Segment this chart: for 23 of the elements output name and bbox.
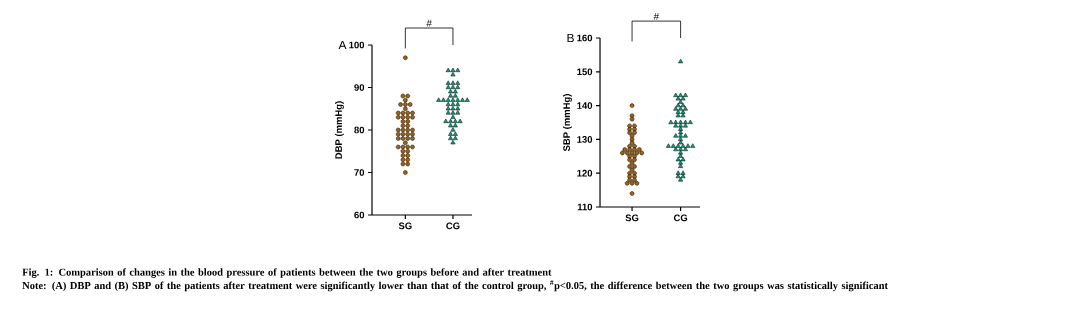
x-tick-label: CG	[446, 222, 460, 230]
y-tick-label: 150	[577, 68, 593, 76]
chart-title: B	[567, 33, 574, 43]
y-tick-label: 70	[354, 169, 365, 176]
text: Note: (A) DBP and (B) SBP of the patients after treatment were significantly lower than that of the control group, $^{#}$p<0.05, the difference between the two groups was statistically significant	[22, 280, 888, 292]
y-tick-label: 60	[354, 211, 365, 219]
y-tick-label: 140	[577, 102, 593, 109]
y-tick-label: 120	[577, 169, 593, 177]
x-tick-label: SG	[398, 222, 412, 230]
chart-title: A	[338, 40, 347, 50]
x-tick-label: SG	[625, 214, 639, 222]
x-tick-label: CG	[673, 214, 688, 222]
caption: Fig. 1: Comparison of changes in the blood pressure of patients between the two groups before and after treatment	[22, 268, 552, 278]
y-tick-label: 90	[354, 84, 365, 91]
text: #	[426, 19, 432, 27]
y-axis-title: DBP (mmHg)	[334, 101, 344, 159]
y-tick-label: 130	[577, 136, 593, 143]
y-tick-label: 100	[349, 41, 365, 49]
y-tick-label: 80	[354, 126, 365, 134]
y-tick-label: 110	[577, 203, 593, 211]
y-axis-title: SBP (mmHg)	[563, 94, 572, 152]
y-tick-label: 160	[577, 34, 593, 42]
text: #	[653, 12, 660, 20]
